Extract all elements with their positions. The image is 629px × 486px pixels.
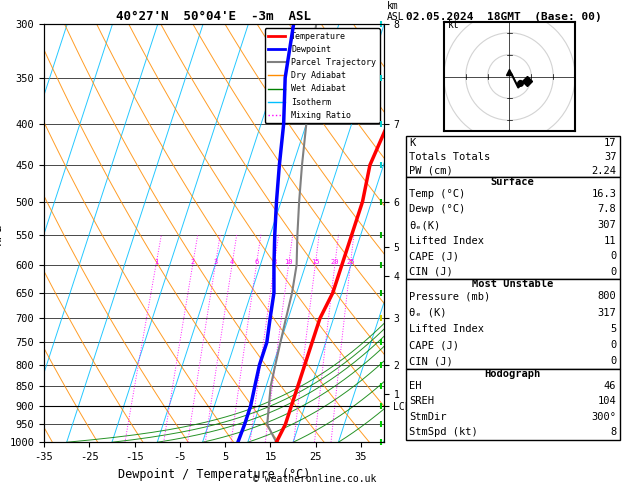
Text: 25: 25 — [346, 259, 355, 265]
Text: 15: 15 — [311, 259, 320, 265]
Text: 7.8: 7.8 — [598, 205, 616, 214]
Text: 0: 0 — [610, 340, 616, 350]
Text: 5: 5 — [610, 324, 616, 334]
Y-axis label: hPa: hPa — [0, 222, 4, 244]
Text: © weatheronline.co.uk: © weatheronline.co.uk — [253, 473, 376, 484]
Text: 02.05.2024  18GMT  (Base: 00): 02.05.2024 18GMT (Base: 00) — [406, 12, 601, 22]
Text: θₑ (K): θₑ (K) — [409, 308, 447, 317]
X-axis label: Dewpoint / Temperature (°C): Dewpoint / Temperature (°C) — [118, 468, 310, 481]
Text: 0: 0 — [610, 356, 616, 366]
Text: Pressure (mb): Pressure (mb) — [409, 291, 490, 301]
Legend: Temperature, Dewpoint, Parcel Trajectory, Dry Adiabat, Wet Adiabat, Isotherm, Mi: Temperature, Dewpoint, Parcel Trajectory… — [265, 29, 379, 123]
Text: Totals Totals: Totals Totals — [409, 152, 490, 162]
Text: 307: 307 — [598, 220, 616, 230]
Text: 317: 317 — [598, 308, 616, 317]
Text: EH: EH — [409, 381, 421, 391]
Text: 0: 0 — [610, 251, 616, 261]
Text: Temp (°C): Temp (°C) — [409, 189, 465, 199]
Text: θₑ(K): θₑ(K) — [409, 220, 440, 230]
Text: 17: 17 — [604, 138, 616, 148]
Text: 4: 4 — [230, 259, 234, 265]
Text: K: K — [409, 138, 415, 148]
Text: StmSpd (kt): StmSpd (kt) — [409, 427, 477, 437]
Text: 8: 8 — [610, 427, 616, 437]
Text: PW (cm): PW (cm) — [409, 166, 453, 175]
Text: 800: 800 — [598, 291, 616, 301]
Text: 2.24: 2.24 — [591, 166, 616, 175]
Text: 6: 6 — [254, 259, 259, 265]
Text: Surface: Surface — [491, 177, 535, 187]
Text: 104: 104 — [598, 396, 616, 406]
Text: CIN (J): CIN (J) — [409, 356, 453, 366]
Text: 10: 10 — [284, 259, 293, 265]
Text: Lifted Index: Lifted Index — [409, 236, 484, 245]
Text: 46: 46 — [604, 381, 616, 391]
Text: CAPE (J): CAPE (J) — [409, 251, 459, 261]
Text: Most Unstable: Most Unstable — [472, 279, 554, 289]
Text: 8: 8 — [272, 259, 276, 265]
Text: CIN (J): CIN (J) — [409, 267, 453, 277]
Text: Dewp (°C): Dewp (°C) — [409, 205, 465, 214]
Text: 20: 20 — [331, 259, 339, 265]
Text: 16.3: 16.3 — [591, 189, 616, 199]
Y-axis label: Mixing Ratio (g/kg): Mixing Ratio (g/kg) — [418, 174, 428, 293]
Text: 2: 2 — [191, 259, 195, 265]
Text: CAPE (J): CAPE (J) — [409, 340, 459, 350]
Text: 1: 1 — [154, 259, 158, 265]
Text: SREH: SREH — [409, 396, 434, 406]
Text: km
ASL: km ASL — [387, 0, 404, 22]
Text: StmDir: StmDir — [409, 412, 447, 422]
Text: 11: 11 — [604, 236, 616, 245]
Text: 3: 3 — [213, 259, 218, 265]
Text: kt: kt — [448, 20, 460, 31]
Text: 0: 0 — [610, 267, 616, 277]
Text: 300°: 300° — [591, 412, 616, 422]
Text: Lifted Index: Lifted Index — [409, 324, 484, 334]
Text: 37: 37 — [604, 152, 616, 162]
Text: Hodograph: Hodograph — [484, 369, 541, 379]
Title: 40°27'N  50°04'E  -3m  ASL: 40°27'N 50°04'E -3m ASL — [116, 10, 311, 23]
